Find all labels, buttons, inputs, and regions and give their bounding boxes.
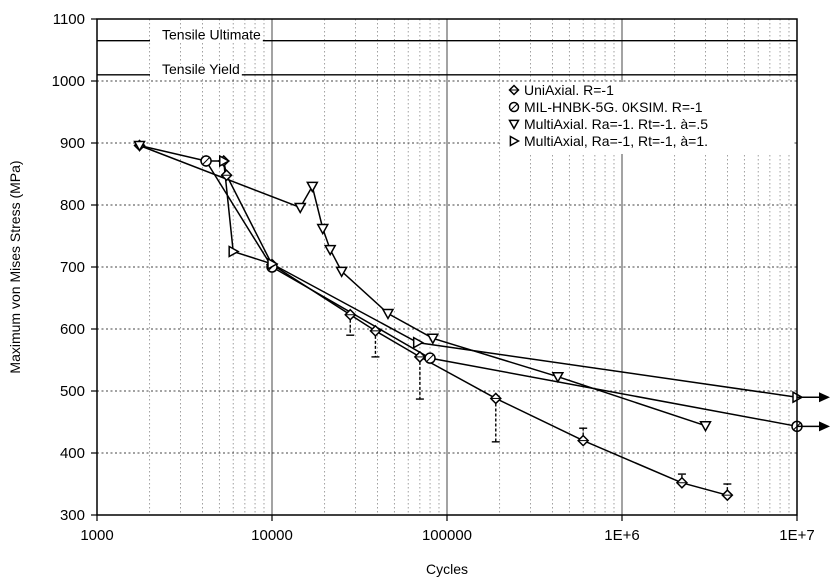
legend-marker	[509, 135, 521, 147]
series-lines	[139, 144, 798, 496]
legend-entry: MultiAxial, Ra=-1, Rt=-1, à=1.	[524, 133, 708, 149]
data-point	[721, 489, 734, 502]
x-tick-label: 1000	[80, 527, 113, 544]
y-tick-label: 600	[60, 321, 85, 338]
runout-arrow-head	[819, 392, 830, 403]
x-tick-label: 10000	[251, 527, 293, 544]
series-line	[205, 160, 798, 428]
legend-marker	[508, 119, 520, 131]
data-point	[551, 371, 565, 384]
data-point	[316, 223, 330, 236]
data-point	[675, 476, 688, 489]
error-bars	[346, 314, 732, 496]
y-tick-label: 700	[60, 259, 85, 276]
y-tick-label: 1100	[53, 11, 85, 28]
data-point	[412, 336, 425, 349]
y-axis-label: Maximum von Mises Stress (MPa)	[7, 160, 23, 373]
data-point	[381, 308, 395, 321]
data-point	[323, 244, 337, 257]
reference-label-bg	[150, 63, 242, 77]
reference-label: Tensile Ultimate	[162, 27, 261, 43]
data-point	[133, 140, 146, 153]
legend-entry: MultiAxial. Ra=-1. Rt=-1. à=.5	[524, 116, 708, 132]
x-tick-label: 100000	[422, 527, 472, 544]
y-tick-label: 300	[60, 507, 85, 524]
data-point	[369, 324, 382, 337]
legend-entry: UniAxial. R=-1	[524, 82, 614, 98]
x-axis-label: Cycles	[426, 561, 468, 577]
data-point	[228, 245, 240, 258]
data-point	[220, 169, 233, 182]
y-tick-label: 400	[60, 445, 85, 462]
data-point	[344, 308, 357, 321]
data-point	[577, 434, 590, 447]
y-tick-label: 500	[60, 383, 85, 400]
runout-arrow-head	[819, 421, 830, 432]
data-point	[267, 257, 279, 271]
data-point	[413, 350, 426, 363]
data-point	[293, 202, 307, 215]
legend-entry: MIL-HNBK-5G. 0KSIM. R=-1	[524, 99, 703, 115]
data-point	[489, 392, 502, 405]
x-tick-labels: 1000 10000 100000 1E+6 1E+7	[80, 515, 815, 544]
legend-marker	[508, 84, 520, 96]
data-point	[699, 420, 712, 433]
data-point	[424, 352, 436, 364]
y-tick-label: 1000	[52, 73, 85, 90]
data-point	[426, 333, 440, 345]
data-point	[306, 181, 319, 193]
legend-marker	[508, 101, 520, 113]
reference-label-bg	[150, 29, 263, 43]
reference-lines: Tensile Ultimate Tensile Yield	[97, 27, 797, 77]
legend-background	[502, 82, 792, 154]
series-markers	[133, 139, 804, 502]
data-point	[335, 266, 348, 278]
y-tick-label: 900	[60, 135, 85, 152]
x-tick-label: 1E+7	[779, 527, 814, 544]
y-tick-label: 800	[60, 197, 85, 214]
data-point	[218, 154, 231, 168]
x-tick-label: 1E+6	[604, 527, 639, 544]
reference-label: Tensile Yield	[162, 61, 240, 77]
y-tick-labels: 300 400 500 600 700 800 900 1000 1100	[52, 11, 97, 524]
series-line	[139, 144, 706, 427]
runout-arrows	[797, 392, 830, 432]
data-point	[200, 155, 212, 167]
